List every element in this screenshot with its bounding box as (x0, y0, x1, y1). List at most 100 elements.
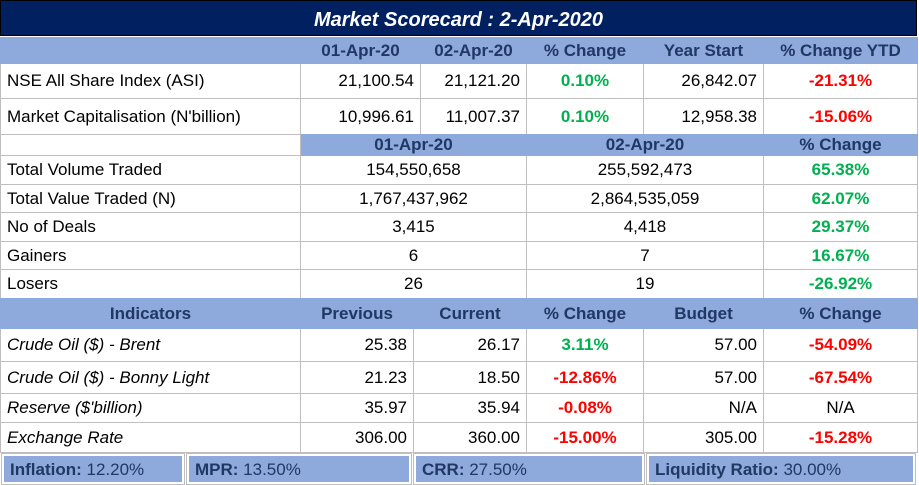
table-row: Reserve ($'billion) 35.97 35.94 -0.08% N/A N/… (0, 393, 918, 423)
footer-key: Liquidity Ratio: (655, 460, 779, 479)
cell: -0.08% (526, 393, 644, 423)
row-label: NSE All Share Index (ASI) (0, 63, 301, 99)
header-row: 01-Apr-20 02-Apr-20 % Change Year Start … (0, 37, 918, 64)
cell: 306.00 (300, 422, 414, 453)
col-header: 01-Apr-20 (300, 37, 421, 64)
cell: -26.92% (763, 269, 918, 299)
cell: -12.86% (526, 361, 644, 394)
table-row: Total Value Traded (N) 1,767,437,962 2,864… (0, 184, 918, 213)
table-row: Losers 26 19 -26.92% (0, 269, 918, 299)
table-row: Total Volume Traded 154,550,658 255,592,47… (0, 155, 918, 185)
footer-key: CRR: (422, 460, 465, 479)
cell: -21.31% (763, 63, 918, 99)
footer-value: 13.50% (238, 460, 301, 479)
cell: -15.06% (763, 98, 918, 135)
col-header: % Change (526, 37, 644, 64)
cell: -67.54% (763, 361, 918, 394)
col-header: % Change (526, 298, 644, 329)
col-header: 02-Apr-20 (526, 134, 764, 156)
col-header: 02-Apr-20 (420, 37, 527, 64)
row-label: No of Deals (0, 212, 301, 242)
inflation-box: Inflation: 12.20% (1, 453, 185, 485)
footer-value: 30.00% (778, 460, 842, 479)
row-label: Losers (0, 269, 301, 299)
cell: 21,121.20 (420, 63, 527, 99)
cell: 305.00 (643, 422, 764, 453)
cell: -15.00% (526, 422, 644, 453)
cell: 16.67% (763, 241, 918, 270)
col-header: Indicators (0, 298, 301, 329)
cell: 57.00 (643, 361, 764, 394)
col-header: % Change (763, 134, 918, 156)
trading-table: 01-Apr-20 02-Apr-20 % Change Total Volum… (0, 134, 918, 299)
cell: 19 (526, 269, 764, 299)
cell: 62.07% (763, 184, 918, 213)
cell: 57.00 (643, 328, 764, 362)
mpr-box: MPR: 13.50% (186, 453, 412, 485)
table-row: Exchange Rate 306.00 360.00 -15.00% 305.00 -1… (0, 422, 918, 453)
table-row: Gainers 6 7 16.67% (0, 241, 918, 270)
cell: 35.94 (413, 393, 527, 423)
cell: 6 (300, 241, 527, 270)
col-header: Budget (643, 298, 764, 329)
footer-key: MPR: (195, 460, 239, 479)
cell: 4,418 (526, 212, 764, 242)
row-label: Gainers (0, 241, 301, 270)
table-row: No of Deals 3,415 4,418 29.37% (0, 212, 918, 242)
col-header: Current (413, 298, 527, 329)
col-header: Previous (300, 298, 414, 329)
liquidity-ratio-box: Liquidity Ratio: 30.00% (646, 453, 916, 485)
cell: -15.28% (763, 422, 918, 453)
header-row: 01-Apr-20 02-Apr-20 % Change (0, 134, 918, 156)
cell: 11,007.37 (420, 98, 527, 135)
cell: 65.38% (763, 155, 918, 185)
cell: -54.09% (763, 328, 918, 362)
cell: 154,550,658 (300, 155, 527, 185)
row-label: Crude Oil ($) - Bonny Light (0, 361, 301, 394)
indicators-table: Indicators Previous Current % Change Bud… (0, 298, 918, 453)
cell: 3.11% (526, 328, 644, 362)
table-row: Market Capitalisation (N'billion) 10,996… (0, 98, 918, 135)
cell: 360.00 (413, 422, 527, 453)
table-row: Crude Oil ($) - Brent 25.38 26.17 3.11% 57.0… (0, 328, 918, 362)
footer-value: 12.20% (81, 460, 145, 479)
col-header: % Change (763, 298, 918, 329)
cell: 3,415 (300, 212, 527, 242)
cell: 10,996.61 (300, 98, 421, 135)
col-header: Year Start (643, 37, 764, 64)
footer-key: Inflation: (10, 460, 82, 479)
row-label: Exchange Rate (0, 422, 301, 453)
col-header: 01-Apr-20 (300, 134, 527, 156)
cell: 29.37% (763, 212, 918, 242)
table-row: Crude Oil ($) - Bonny Light 21.23 18.50 -12… (0, 361, 918, 394)
scorecard-title: Market Scorecard : 2-Apr-2020 (0, 0, 917, 36)
row-label: Market Capitalisation (N'billion) (0, 98, 301, 135)
cell: 21,100.54 (300, 63, 421, 99)
footer-value: 27.50% (464, 460, 527, 479)
cell: 35.97 (300, 393, 414, 423)
cell: 25.38 (300, 328, 414, 362)
index-table: 01-Apr-20 02-Apr-20 % Change Year Start … (0, 37, 918, 135)
cell: 255,592,473 (526, 155, 764, 185)
cell: 18.50 (413, 361, 527, 394)
cell: 26 (300, 269, 527, 299)
cell: 0.10% (526, 63, 644, 99)
cell: 12,958.38 (643, 98, 764, 135)
row-label: Reserve ($'billion) (0, 393, 301, 423)
cell: 1,767,437,962 (300, 184, 527, 213)
header-row: Indicators Previous Current % Change Bud… (0, 298, 918, 329)
cell: 26,842.07 (643, 63, 764, 99)
cell: 7 (526, 241, 764, 270)
cell: N/A (643, 393, 764, 423)
cell: N/A (763, 393, 918, 423)
crr-box: CRR: 27.50% (413, 453, 645, 485)
cell: 2,864,535,059 (526, 184, 764, 213)
row-label: Total Volume Traded (0, 155, 301, 185)
cell: 26.17 (413, 328, 527, 362)
cell: 21.23 (300, 361, 414, 394)
table-row: NSE All Share Index (ASI) 21,100.54 21,1… (0, 63, 918, 99)
row-label: Total Value Traded (N) (0, 184, 301, 213)
col-header: % Change YTD (763, 37, 918, 64)
cell: 0.10% (526, 98, 644, 135)
row-label: Crude Oil ($) - Brent (0, 328, 301, 362)
